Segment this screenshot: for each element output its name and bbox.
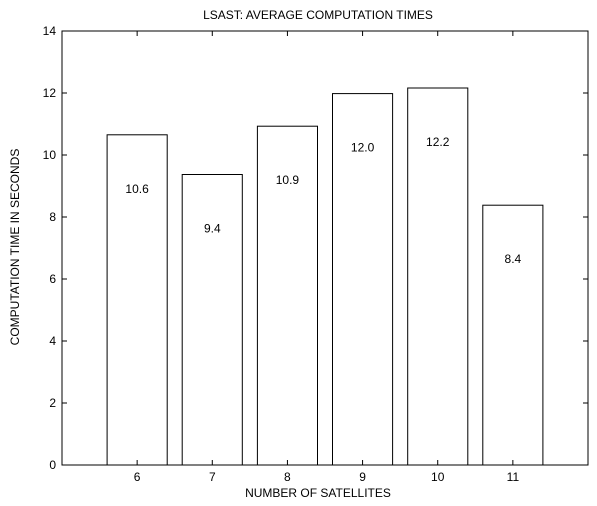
y-tick-label-2: 2 xyxy=(49,396,56,410)
data-label-6: 10.6 xyxy=(125,182,149,196)
x-axis-label: NUMBER OF SATELLITES xyxy=(245,486,391,500)
y-tick-label-8: 8 xyxy=(49,210,56,224)
data-label-9: 12.0 xyxy=(351,141,375,155)
bar-7 xyxy=(181,174,243,466)
data-label-10: 12.2 xyxy=(426,135,450,149)
y-tick-label-10: 10 xyxy=(43,148,57,162)
ticks-layer: 6 7 8 9 10 11 0 2 4 6 8 10 12 14 xyxy=(43,24,588,484)
data-label-7: 9.4 xyxy=(204,222,221,236)
data-label-11: 8.4 xyxy=(505,252,522,266)
x-tick-label-6: 6 xyxy=(134,470,141,484)
x-tick-label-8: 8 xyxy=(284,470,291,484)
bar-9 xyxy=(332,93,394,466)
x-tick-label-10: 10 xyxy=(431,470,445,484)
y-tick-label-12: 12 xyxy=(43,86,57,100)
bar-11 xyxy=(482,204,544,466)
bar-8 xyxy=(256,125,318,466)
y-tick-label-0: 0 xyxy=(49,458,56,472)
chart-title: LSAST: AVERAGE COMPUTATION TIMES xyxy=(203,8,433,22)
bar-6 xyxy=(106,134,168,466)
y-tick-label-6: 6 xyxy=(49,272,56,286)
x-tick-label-7: 7 xyxy=(209,470,216,484)
y-axis-label: COMPUTATION TIME IN SECONDS xyxy=(8,149,22,346)
y-tick-label-4: 4 xyxy=(49,334,56,348)
y-tick-label-14: 14 xyxy=(43,24,57,38)
x-tick-label-9: 9 xyxy=(359,470,366,484)
bar-10 xyxy=(407,87,469,466)
x-tick-label-11: 11 xyxy=(507,470,520,484)
data-label-8: 10.9 xyxy=(276,173,300,187)
plot-area-frame xyxy=(61,30,589,466)
bars-layer: 10.6 9.4 10.9 12.0 12.2 8.4 xyxy=(106,87,544,466)
